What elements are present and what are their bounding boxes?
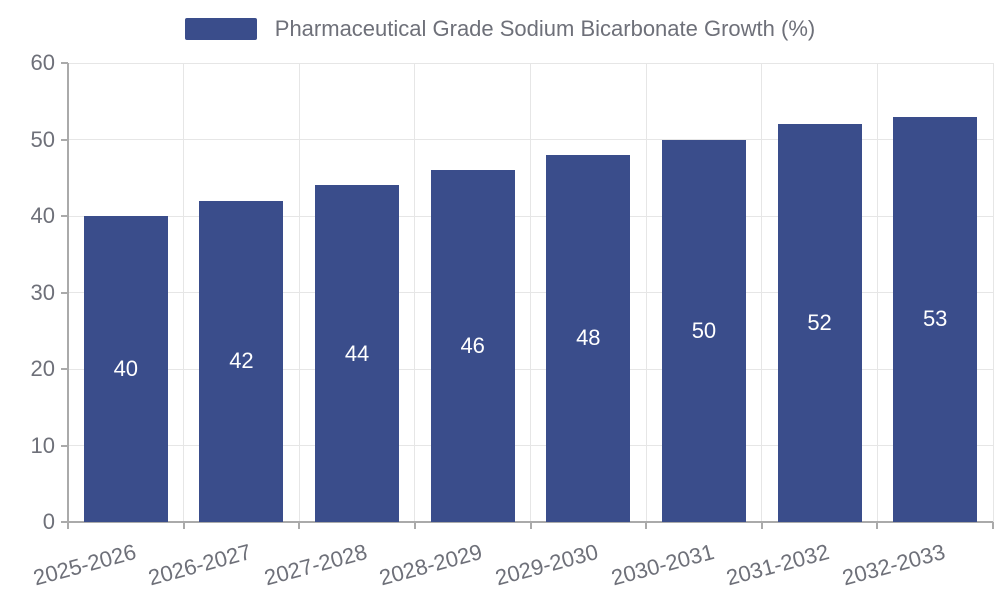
- bar-value-label: 48: [576, 325, 601, 351]
- bar-value-label: 42: [229, 348, 254, 374]
- x-tick-label: 2028-2029: [377, 539, 486, 591]
- bar-value-label: 52: [807, 310, 832, 336]
- y-axis-tick: [61, 62, 68, 64]
- legend-swatch: [184, 18, 257, 40]
- y-tick-label: 40: [30, 203, 55, 228]
- bar-value-label: 40: [113, 356, 139, 381]
- x-axis-tick: [876, 522, 879, 529]
- gridline-vertical: [992, 63, 994, 522]
- bar-value-label: 53: [922, 306, 948, 332]
- y-axis-tick: [61, 368, 68, 370]
- x-tick-label: 2032-2033: [839, 539, 948, 591]
- y-tick-label: 0: [42, 509, 55, 534]
- bar: 44: [315, 185, 400, 522]
- x-axis-tick: [67, 522, 69, 529]
- x-tick-label: 2031-2032: [723, 539, 833, 591]
- x-axis-tick: [760, 522, 763, 529]
- gridline-vertical: [530, 63, 531, 522]
- y-axis-line: [67, 63, 69, 524]
- x-axis-tick: [182, 522, 185, 529]
- legend[interactable]: Pharmaceutical Grade Sodium Bicarbonate …: [0, 16, 1000, 42]
- bar-value-label: 50: [691, 317, 717, 343]
- gridline-vertical: [876, 63, 878, 522]
- x-axis-tick: [298, 522, 301, 529]
- bar: 48: [546, 154, 631, 522]
- x-tick-label: 2029-2030: [492, 539, 601, 591]
- bar: 40: [83, 216, 168, 522]
- y-tick-label: 50: [30, 126, 55, 152]
- x-axis-tick: [645, 522, 648, 529]
- x-axis-tick: [529, 522, 532, 529]
- bar: 53: [893, 116, 978, 522]
- y-axis-tick: [61, 138, 68, 141]
- bar-value-label: 46: [460, 333, 485, 359]
- y-axis-tick: [61, 215, 68, 217]
- y-tick-label: 20: [30, 356, 55, 381]
- gridline-vertical: [298, 63, 300, 522]
- gridline-vertical: [414, 63, 416, 522]
- gridline-vertical: [645, 63, 647, 522]
- y-axis-tick: [61, 291, 68, 294]
- x-axis-tick: [992, 522, 994, 529]
- bar: 42: [199, 200, 284, 522]
- y-tick-label: 10: [30, 432, 55, 458]
- bar: 52: [777, 124, 862, 522]
- y-axis-tick: [61, 444, 68, 447]
- x-axis-tick: [413, 522, 416, 529]
- x-tick-label: 2025-2026: [30, 539, 139, 591]
- x-axis-line: [61, 521, 993, 523]
- bar-value-label: 44: [344, 340, 370, 366]
- bar: 46: [430, 170, 515, 522]
- x-tick-label: 2026-2027: [145, 539, 254, 591]
- x-tick-label: 2027-2028: [261, 539, 370, 591]
- bar: 50: [661, 139, 746, 522]
- y-tick-label: 30: [30, 279, 55, 305]
- gridline-vertical: [761, 63, 763, 522]
- legend-label: Pharmaceutical Grade Sodium Bicarbonate …: [274, 16, 816, 41]
- y-tick-label: 60: [30, 50, 55, 75]
- x-tick-label: 2030-2031: [608, 539, 717, 591]
- gridline-vertical: [183, 63, 185, 522]
